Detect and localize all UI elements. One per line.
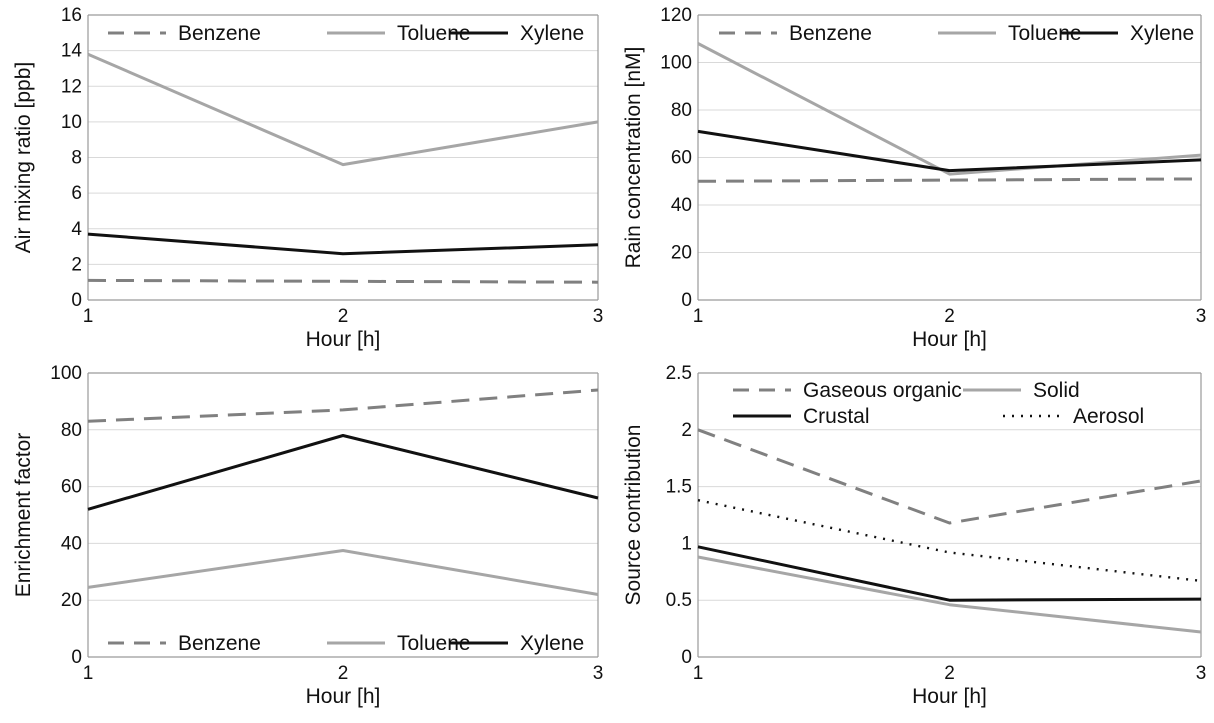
y-tick-label: 1.5: [666, 477, 692, 498]
y-axis-label: Rain concentration [nM]: [622, 47, 645, 269]
legend-label: Solid: [1033, 379, 1080, 402]
y-tick-label: 100: [660, 53, 692, 74]
y-tick-label: 6: [71, 183, 82, 204]
x-tick-label: 3: [593, 663, 604, 684]
y-tick-label: 1: [681, 533, 692, 554]
y-tick-label: 60: [671, 148, 692, 169]
series-line-gaseous-organic: [697, 428, 1202, 525]
y-tick-label: 80: [671, 100, 692, 121]
y-tick-label: 10: [61, 112, 82, 133]
y-tick-label: 120: [660, 5, 692, 26]
series-line-toluene: [87, 549, 599, 596]
legend-label: Gaseous organic: [803, 379, 962, 402]
series-line-xylene: [87, 232, 599, 256]
y-tick-label: 20: [671, 243, 692, 264]
x-tick-label: 2: [944, 663, 955, 684]
x-tick-label: 2: [338, 663, 349, 684]
x-axis-label: Hour [h]: [306, 685, 381, 708]
y-tick-label: 40: [671, 195, 692, 216]
x-axis-label: Hour [h]: [912, 685, 987, 708]
y-tick-label: 0: [681, 647, 692, 668]
series-line-benzene: [87, 278, 599, 284]
legend-label: Crustal: [803, 405, 870, 428]
legend-label: Xylene: [1130, 22, 1194, 45]
y-tick-label: 2.5: [666, 363, 692, 384]
y-tick-label: 0: [71, 290, 82, 311]
chart-panel-2: 0 20 40 60 80 100 120 1 2 3 Hour [h] Rain concentra…: [622, 5, 1206, 351]
y-tick-label: 16: [61, 5, 82, 26]
x-tick-label: 1: [693, 663, 704, 684]
series-line-xylene: [697, 129, 1202, 173]
chart-panel-3: 0 20 40 60 80 100 1 2 3 Hour [h] Enrichment factor…: [12, 363, 603, 708]
y-tick-label: 0: [71, 647, 82, 668]
series-line-benzene: [697, 177, 1202, 183]
y-tick-label: 80: [61, 420, 82, 441]
y-tick-label: 20: [61, 590, 82, 611]
y-tick-label: 0.5: [666, 590, 692, 611]
x-tick-label: 2: [338, 306, 349, 327]
x-tick-label: 1: [83, 306, 94, 327]
series-line-benzene: [87, 388, 599, 423]
legend-label: Xylene: [520, 632, 584, 655]
legend-label: Toluene: [397, 632, 471, 655]
y-tick-label: 60: [61, 477, 82, 498]
y-tick-label: 0: [681, 290, 692, 311]
y-tick-label: 100: [50, 363, 82, 384]
series-line-xylene: [87, 434, 599, 511]
legend-label: Toluene: [1008, 22, 1082, 45]
series-line-crustal: [697, 545, 1202, 602]
x-tick-label: 1: [83, 663, 94, 684]
series-line-toluene: [697, 42, 1202, 176]
y-tick-label: 14: [61, 41, 83, 62]
y-axis-label: Enrichment factor: [12, 433, 35, 598]
y-axis-label: Air mixing ratio [ppb]: [12, 62, 35, 253]
x-axis-label: Hour [h]: [306, 328, 381, 351]
legend-label: Xylene: [520, 22, 584, 45]
y-tick-label: 2: [681, 420, 692, 441]
x-tick-label: 3: [1196, 663, 1207, 684]
legend-label: Aerosol: [1073, 405, 1144, 428]
y-tick-label: 12: [61, 76, 82, 97]
y-tick-label: 2: [71, 254, 82, 275]
y-tick-label: 4: [71, 219, 82, 240]
legend-label: Toluene: [397, 22, 471, 45]
y-tick-label: 40: [61, 533, 82, 554]
series-line-solid: [697, 555, 1202, 634]
legend-label: Benzene: [789, 22, 872, 45]
x-tick-label: 3: [593, 306, 604, 327]
y-axis-label: Source contribution: [622, 425, 645, 606]
x-tick-label: 2: [944, 306, 955, 327]
legend-label: Benzene: [178, 22, 261, 45]
x-axis-label: Hour [h]: [912, 328, 987, 351]
x-tick-label: 1: [693, 306, 704, 327]
chart-panel-4: 0 0.5 1 1.5 2 2.5 1 2 3 Hour [h] Source contributi…: [622, 363, 1206, 708]
series-line-aerosol: [697, 499, 1202, 583]
y-tick-label: 8: [71, 148, 82, 169]
series-line-toluene: [87, 52, 599, 167]
x-tick-label: 3: [1196, 306, 1207, 327]
legend-label: Benzene: [178, 632, 261, 655]
